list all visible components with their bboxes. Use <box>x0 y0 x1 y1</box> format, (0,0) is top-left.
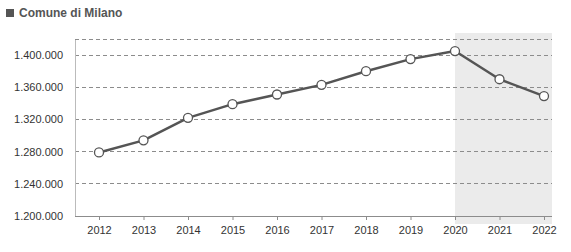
y-tick-label: 1.360.000 <box>14 81 63 93</box>
x-tick: 2021 <box>488 216 512 236</box>
x-tick: 2012 <box>87 216 111 236</box>
plot-top-line <box>75 39 552 40</box>
x-tick-label: 2013 <box>132 224 156 236</box>
x-tick-label: 2014 <box>176 224 200 236</box>
x-tick-label: 2019 <box>399 224 423 236</box>
x-axis: 2012 2013 2014 2015 2016 2017 2018 2019 2020 2021… <box>75 216 557 236</box>
x-tick-mark <box>544 216 545 220</box>
x-tick-label: 2021 <box>488 224 512 236</box>
title-square <box>6 9 14 17</box>
x-tick-mark <box>277 216 278 220</box>
y-tick-label: 1.320.000 <box>14 113 63 125</box>
y-tick: 1.240.000 <box>14 178 75 190</box>
x-tick-mark <box>188 216 189 220</box>
point <box>451 47 460 56</box>
x-axis-line <box>75 216 552 217</box>
x-tick: 2014 <box>176 216 200 236</box>
x-tick-mark <box>455 216 456 220</box>
chart: Comune di Milano 1.200.000 1.240.000 1.280.… <box>0 0 571 252</box>
grid-line <box>75 55 552 56</box>
point <box>184 113 193 122</box>
line <box>99 51 544 152</box>
point <box>228 100 237 109</box>
y-axis: 1.200.000 1.240.000 1.280.000 1.320.000 1.36… <box>14 40 75 223</box>
x-tick: 2015 <box>221 216 245 236</box>
x-tick: 2020 <box>443 216 467 236</box>
plot-marks <box>95 47 549 157</box>
x-tick: 2016 <box>265 216 289 236</box>
x-tick: 2017 <box>310 216 334 236</box>
y-tick-label: 1.280.000 <box>14 146 63 158</box>
y-tick: 1.320.000 <box>14 113 75 125</box>
y-tick: 1.360.000 <box>14 81 75 93</box>
x-tick-mark <box>411 216 412 220</box>
x-tick: 2019 <box>399 216 423 236</box>
title: Comune di Milano <box>19 6 122 20</box>
point <box>495 75 504 84</box>
grid <box>75 39 552 216</box>
x-tick: 2013 <box>132 216 156 236</box>
point <box>362 67 371 76</box>
x-tick-mark <box>144 216 145 220</box>
point <box>139 136 148 145</box>
x-tick-label: 2016 <box>265 224 289 236</box>
x-tick-mark <box>500 216 501 220</box>
grid-line <box>75 183 552 184</box>
x-tick-label: 2020 <box>443 224 467 236</box>
x-tick: 2022 <box>532 216 556 236</box>
x-tick-label: 2012 <box>87 224 111 236</box>
grid-line <box>75 216 552 217</box>
x-tick-label: 2015 <box>221 224 245 236</box>
point <box>273 90 282 99</box>
x-tick-label: 2018 <box>354 224 378 236</box>
x-tick-mark <box>366 216 367 220</box>
title-group: Comune di Milano <box>6 6 122 20</box>
point <box>540 92 549 101</box>
y-tick-label: 1.200.000 <box>14 210 63 222</box>
grid-line <box>75 119 552 120</box>
x-tick-label: 2022 <box>532 224 556 236</box>
x-tick-mark <box>99 216 100 220</box>
x-tick: 2018 <box>354 216 378 236</box>
grid-line <box>75 151 552 152</box>
y-tick: 1.400.000 <box>14 49 75 61</box>
x-tick-mark <box>233 216 234 220</box>
x-tick-label: 2017 <box>310 224 334 236</box>
point <box>95 148 104 157</box>
y-axis-line <box>75 40 76 217</box>
y-tick: 1.200.000 <box>14 210 75 222</box>
y-tick: 1.280.000 <box>14 146 75 158</box>
point <box>406 55 415 64</box>
y-tick-label: 1.400.000 <box>14 49 63 61</box>
point <box>317 80 326 89</box>
y-tick-label: 1.240.000 <box>14 178 63 190</box>
x-tick-mark <box>322 216 323 220</box>
